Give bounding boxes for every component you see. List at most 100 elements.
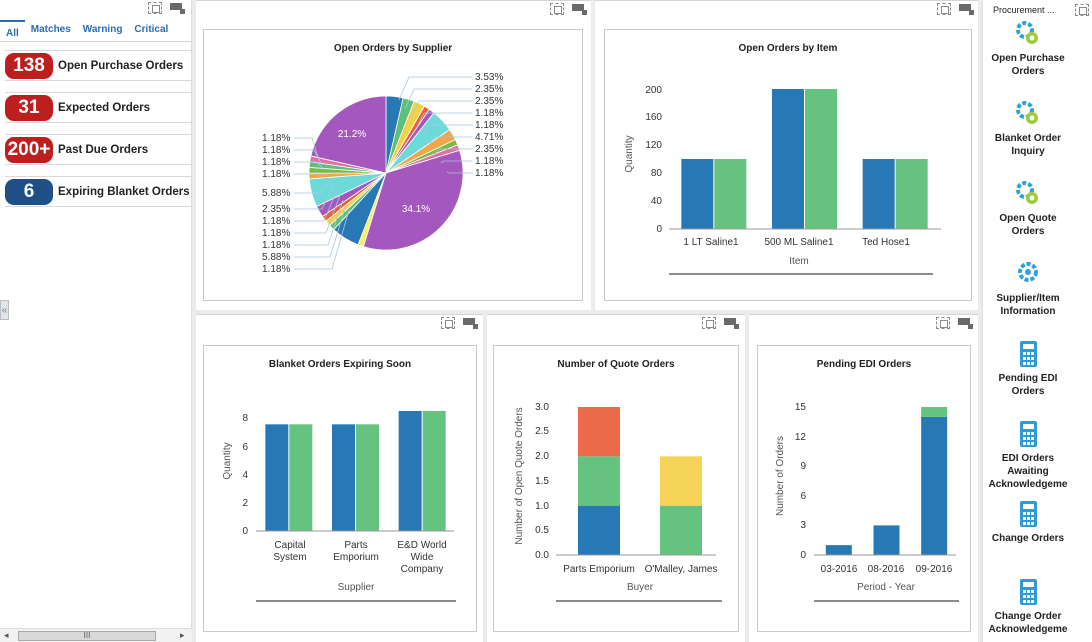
pie-label: 2.35% — [262, 204, 290, 215]
pie-leader-line — [404, 88, 472, 110]
bar[interactable] — [332, 424, 355, 531]
bar[interactable] — [398, 411, 422, 531]
y-tick-label: 40 — [651, 196, 663, 207]
nav-blanket-order-inquiry[interactable]: Blanket Order Inquiry — [983, 100, 1073, 158]
nav-change-orders[interactable]: Change Orders — [983, 500, 1073, 545]
maximize-icon[interactable] — [148, 2, 162, 14]
kpi-past-due-orders[interactable]: 200+ Past Due Orders — [5, 134, 192, 165]
x-tick-label: E&D World — [397, 540, 446, 551]
pane-menu-icon[interactable] — [958, 317, 973, 329]
pane-blanket-chart: Blanket Orders Expiring Soon 0 2 4 6 8 Q… — [196, 314, 483, 642]
maximize-icon[interactable] — [441, 317, 455, 329]
pie-leader-line — [416, 112, 472, 128]
maximize-icon[interactable] — [702, 317, 716, 329]
bar-segment[interactable] — [660, 505, 702, 555]
calculator-icon — [1020, 341, 1037, 367]
tab-critical[interactable]: Critical — [134, 24, 169, 35]
bar-segment[interactable] — [578, 407, 620, 457]
bar[interactable] — [714, 159, 747, 229]
collapse-panel-button[interactable]: « — [0, 300, 9, 320]
y-tick-label: 2 — [242, 498, 248, 509]
pie-slice[interactable] — [310, 95, 387, 174]
maximize-icon[interactable] — [550, 3, 564, 15]
y-tick-label: 80 — [651, 168, 663, 179]
horizontal-scrollbar[interactable]: ◂ III ▸ — [0, 628, 192, 642]
bar[interactable] — [772, 89, 804, 229]
chart-card: Pending EDI Orders 0 3 6 9 12 15 Number … — [757, 345, 971, 632]
x-tick-label: 08-2016 — [868, 564, 905, 575]
tab-all[interactable]: All — [0, 20, 25, 41]
y-axis-label: Quantity — [624, 135, 635, 172]
kpi-expiring-blanket-orders[interactable]: 6 Expiring Blanket Orders — [5, 176, 192, 207]
pie-label: 1.18% — [262, 228, 290, 239]
x-tick-label: Parts Emporium — [563, 564, 635, 575]
pane-item-chart: Open Orders by Item 0 40 80 120 160 200 … — [595, 0, 978, 310]
nav-change-order-acknowledgement[interactable]: Change Order Acknowledgeme — [983, 578, 1073, 636]
bar-segment[interactable] — [921, 407, 948, 417]
nav-open-purchase-orders[interactable]: Open Purchase Orders — [983, 20, 1073, 78]
pane-menu-icon[interactable] — [724, 317, 739, 329]
scroll-right-arrow-icon[interactable]: ▸ — [180, 630, 185, 640]
kpi-expected-orders[interactable]: 31 Expected Orders — [5, 92, 192, 123]
nav-label: Change Order Acknowledgeme — [988, 611, 1068, 635]
pie-leader-line — [294, 184, 335, 210]
chart-card: Open Orders by Supplier 21.2% 34.1% 3.53… — [203, 29, 583, 301]
y-tick-label: 160 — [645, 112, 662, 123]
bar[interactable] — [862, 159, 895, 229]
pie-leader-line — [434, 148, 472, 155]
nav-label: EDI Orders Awaiting Acknowledgeme — [988, 453, 1068, 490]
x-axis-label: Buyer — [627, 582, 654, 593]
bar-segment[interactable] — [578, 505, 620, 555]
nav-edi-orders-awaiting[interactable]: EDI Orders Awaiting Acknowledgeme — [983, 420, 1073, 491]
pie-label: 1.18% — [262, 145, 290, 156]
pie-label: 1.18% — [262, 169, 290, 180]
pane-supplier-chart: Open Orders by Supplier 21.2% 34.1% 3.53… — [196, 0, 591, 310]
x-tick-label: 09-2016 — [916, 564, 953, 575]
pie-label: 1.18% — [262, 133, 290, 144]
springboard-panel: Procurement ... Open Purchase Orders Bla… — [982, 0, 1092, 642]
bar-segment[interactable] — [660, 456, 702, 506]
pie-label: 3.53% — [475, 72, 503, 83]
scrollbar-thumb[interactable]: III — [18, 631, 156, 641]
x-tick-label: Capital — [274, 540, 305, 551]
y-tick-label: 2.5 — [535, 426, 549, 437]
kpi-open-purchase-orders[interactable]: 138 Open Purchase Orders — [5, 50, 192, 81]
maximize-icon[interactable] — [937, 3, 951, 15]
bar[interactable] — [356, 424, 379, 531]
pane-menu-icon[interactable] — [463, 317, 478, 329]
pie-leader-line — [294, 173, 329, 176]
y-tick-label: 9 — [800, 461, 806, 472]
scroll-left-arrow-icon[interactable]: ◂ — [4, 630, 9, 640]
calculator-icon — [1020, 421, 1037, 447]
maximize-icon[interactable] — [936, 317, 950, 329]
pie-leader-line — [428, 136, 472, 146]
pane-menu-icon[interactable] — [959, 3, 974, 15]
pane-menu-icon[interactable] — [170, 2, 185, 14]
maximize-icon[interactable] — [1075, 4, 1089, 16]
tab-matches[interactable]: Matches — [30, 24, 71, 35]
nav-open-quote-orders[interactable]: Open Quote Orders — [983, 180, 1073, 238]
nav-supplier-item-information[interactable]: Supplier/Item Information — [983, 260, 1073, 318]
pie-leader-line — [410, 100, 472, 119]
bar[interactable] — [805, 89, 837, 229]
nav-pending-edi-orders[interactable]: Pending EDI Orders — [983, 340, 1073, 398]
bar[interactable] — [289, 424, 313, 531]
y-tick-label: 200 — [645, 85, 662, 96]
y-tick-label: 0.0 — [535, 550, 549, 561]
x-tick-label: Company — [401, 564, 444, 575]
bar-segment[interactable] — [578, 456, 620, 506]
bar-segment[interactable] — [873, 525, 900, 555]
x-tick-label: Emporium — [333, 552, 379, 563]
bar[interactable] — [895, 159, 928, 229]
bar[interactable] — [422, 411, 446, 531]
pie-slice[interactable] — [362, 149, 464, 251]
chart-title: Pending EDI Orders — [816, 359, 912, 370]
bar-segment[interactable] — [825, 545, 852, 555]
bar[interactable] — [265, 424, 289, 531]
bar-segment[interactable] — [921, 416, 948, 555]
bar[interactable] — [681, 159, 714, 229]
pane-menu-icon[interactable] — [572, 3, 587, 15]
tab-warning[interactable]: Warning — [82, 24, 123, 35]
pane-tools — [550, 3, 587, 15]
blanket-bar-chart: 0 2 4 6 8 Quantity Capital System Parts … — [222, 411, 456, 602]
